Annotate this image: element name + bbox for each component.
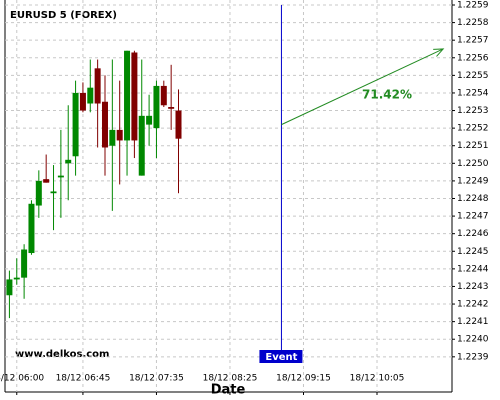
candle-body	[50, 191, 57, 194]
y-tick-label: 1.2258	[457, 18, 489, 28]
candle-body	[6, 279, 13, 296]
candle-body	[65, 159, 72, 164]
y-tick-label: 1.2243	[457, 282, 489, 292]
y-tick-label: 1.2256	[457, 53, 489, 63]
y-tick-label: 1.2247	[457, 212, 489, 222]
y-tick-label: 1.2248	[457, 194, 489, 204]
candle-body	[28, 203, 35, 254]
y-tick-label: 1.2257	[457, 36, 489, 46]
y-tick-label: 1.2254	[457, 88, 489, 98]
y-tick-label: 1.2249	[457, 176, 489, 186]
x-axis-title: Date	[211, 383, 246, 398]
y-tick-label: 1.2240	[457, 335, 489, 345]
x-tick-label: 18/12 07:35	[129, 374, 184, 384]
y-tick-label: 1.2253	[457, 106, 489, 116]
candle-body	[160, 85, 167, 106]
y-tick-label: 1.2244	[457, 264, 489, 274]
y-tick-label: 1.2251	[457, 141, 489, 151]
forecast-label: 71.42%	[362, 88, 412, 102]
candle-body	[153, 85, 160, 129]
arrow-head	[433, 48, 445, 57]
candle-body	[72, 92, 79, 157]
event-label: Event	[265, 352, 297, 363]
x-tick-label: 18/12 09:15	[276, 374, 331, 384]
candle-body	[146, 115, 153, 125]
candle-body	[101, 101, 108, 148]
x-tick-label: 18/12 10:05	[350, 374, 405, 384]
candle-body	[116, 129, 123, 141]
y-tick-label: 1.2255	[457, 71, 489, 81]
candle-body	[21, 249, 28, 278]
candle-body	[109, 129, 116, 146]
watermark: www.delkos.com	[15, 349, 109, 360]
candle-body	[94, 68, 101, 104]
y-tick-label: 1.2239	[457, 352, 489, 362]
event-box	[259, 350, 303, 363]
chart-title: EURUSD 5 (FOREX)	[10, 10, 117, 21]
candle-body	[131, 52, 138, 141]
candle-body	[79, 92, 86, 111]
y-tick-label: 1.2241	[457, 317, 489, 327]
y-tick-label: 1.2252	[457, 124, 489, 134]
candle-body	[13, 277, 20, 280]
x-tick-label: 18/12 06:00	[0, 374, 44, 384]
candle-body	[168, 107, 175, 109]
candle-body	[57, 175, 64, 178]
y-tick-label: 1.2259	[457, 1, 489, 11]
candle-body	[87, 87, 94, 104]
y-tick-label: 1.2242	[457, 300, 489, 310]
candle-body	[175, 110, 182, 139]
candle-body	[124, 50, 131, 141]
candle-body	[43, 179, 50, 183]
forecast-arrow	[281, 48, 444, 126]
candle-body	[138, 115, 145, 176]
candle-body	[35, 180, 42, 206]
y-tick-label: 1.2246	[457, 229, 489, 239]
x-tick-label: 18/12 08:25	[203, 374, 258, 384]
y-tick-label: 1.2250	[457, 159, 489, 169]
y-tick-label: 1.2245	[457, 247, 489, 257]
x-tick-label: 18/12 06:45	[56, 374, 111, 384]
